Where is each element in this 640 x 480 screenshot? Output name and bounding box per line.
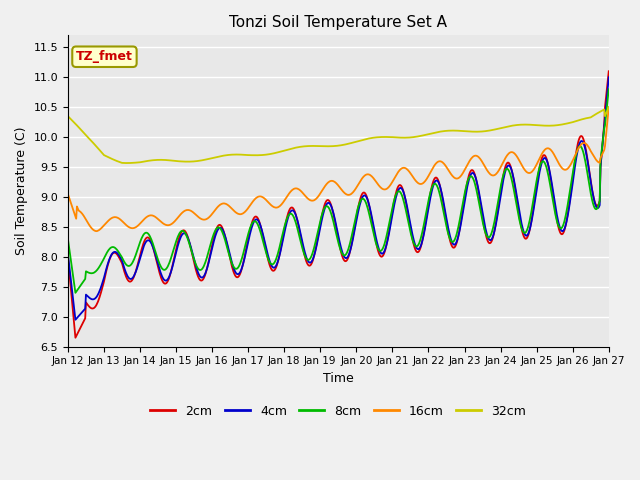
32cm	[214, 154, 221, 160]
16cm	[605, 104, 612, 110]
2cm	[605, 68, 612, 74]
8cm	[75, 286, 83, 291]
Line: 32cm: 32cm	[68, 107, 609, 163]
2cm	[131, 274, 138, 279]
32cm	[131, 160, 138, 166]
Line: 4cm: 4cm	[68, 77, 609, 320]
Y-axis label: Soil Temperature (C): Soil Temperature (C)	[15, 127, 28, 255]
Line: 8cm: 8cm	[68, 89, 609, 293]
4cm	[72, 317, 79, 323]
Text: TZ_fmet: TZ_fmet	[76, 50, 133, 63]
2cm	[75, 329, 83, 335]
16cm	[185, 207, 193, 213]
16cm	[420, 179, 428, 185]
Line: 2cm: 2cm	[68, 71, 609, 338]
32cm	[124, 160, 131, 166]
2cm	[72, 335, 79, 341]
32cm	[185, 159, 193, 165]
8cm	[185, 240, 193, 245]
Legend: 2cm, 4cm, 8cm, 16cm, 32cm: 2cm, 4cm, 8cm, 16cm, 32cm	[145, 400, 531, 423]
8cm	[405, 221, 413, 227]
Title: Tonzi Soil Temperature Set A: Tonzi Soil Temperature Set A	[229, 15, 447, 30]
X-axis label: Time: Time	[323, 372, 354, 385]
16cm	[214, 204, 221, 210]
4cm	[131, 273, 138, 278]
8cm	[605, 86, 612, 92]
8cm	[72, 290, 79, 296]
2cm	[64, 254, 72, 260]
32cm	[64, 113, 72, 119]
4cm	[420, 228, 428, 234]
16cm	[74, 205, 81, 211]
4cm	[214, 228, 221, 233]
32cm	[405, 135, 413, 141]
16cm	[64, 191, 72, 197]
8cm	[420, 219, 428, 225]
2cm	[420, 227, 428, 232]
16cm	[93, 228, 100, 234]
8cm	[64, 236, 72, 242]
16cm	[131, 225, 138, 231]
8cm	[131, 256, 138, 262]
Line: 16cm: 16cm	[68, 107, 609, 231]
4cm	[75, 313, 83, 319]
4cm	[605, 74, 612, 80]
16cm	[405, 168, 413, 174]
2cm	[185, 238, 193, 244]
32cm	[420, 132, 428, 138]
4cm	[405, 212, 413, 217]
2cm	[405, 215, 413, 221]
8cm	[214, 225, 221, 230]
32cm	[605, 104, 612, 110]
4cm	[185, 238, 193, 244]
4cm	[64, 251, 72, 257]
2cm	[214, 224, 221, 229]
32cm	[74, 123, 81, 129]
